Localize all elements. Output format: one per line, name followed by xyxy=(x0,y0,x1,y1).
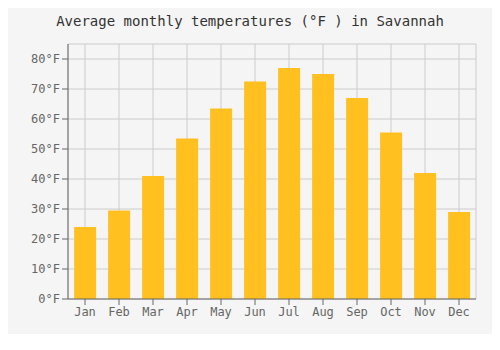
svg-text:50°F: 50°F xyxy=(31,142,60,156)
svg-text:60°F: 60°F xyxy=(31,112,60,126)
svg-text:Jun: Jun xyxy=(244,305,266,319)
svg-text:Dec: Dec xyxy=(448,305,470,319)
svg-text:Mar: Mar xyxy=(142,305,164,319)
svg-text:40°F: 40°F xyxy=(31,172,60,186)
svg-text:0°F: 0°F xyxy=(38,292,60,306)
svg-text:Jan: Jan xyxy=(74,305,96,319)
svg-text:10°F: 10°F xyxy=(31,262,60,276)
svg-text:Feb: Feb xyxy=(108,305,130,319)
svg-text:Jul: Jul xyxy=(278,305,300,319)
svg-text:Aug: Aug xyxy=(312,305,334,319)
svg-text:Nov: Nov xyxy=(414,305,436,319)
svg-text:80°F: 80°F xyxy=(31,52,60,66)
svg-text:May: May xyxy=(210,305,232,319)
svg-text:Apr: Apr xyxy=(176,305,198,319)
svg-text:Sep: Sep xyxy=(346,305,368,319)
svg-text:Oct: Oct xyxy=(380,305,402,319)
svg-text:70°F: 70°F xyxy=(31,82,60,96)
svg-text:20°F: 20°F xyxy=(31,232,60,246)
html-text:Average monthly temperatures (: Average monthly temperatures (°F ) in Sa… xyxy=(56,13,444,29)
svg-text:30°F: 30°F xyxy=(31,202,60,216)
